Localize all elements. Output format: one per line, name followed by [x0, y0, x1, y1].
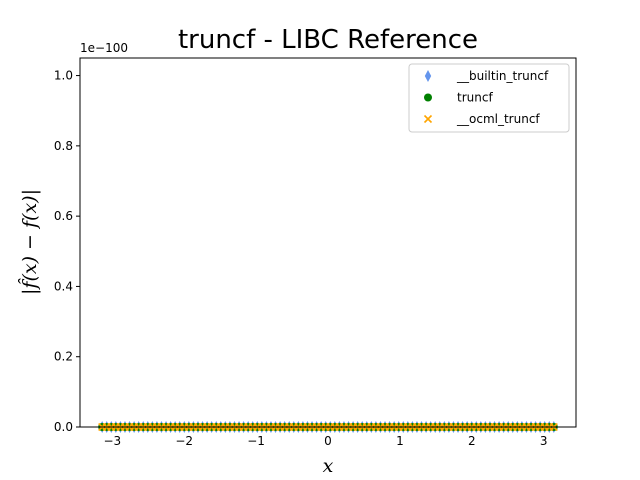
y-axis-label: |f̂(x) − f(x)| — [18, 189, 41, 295]
legend-marker — [423, 114, 433, 124]
y-axis-offset-text: 1e−100 — [80, 41, 128, 55]
axes-frame — [79, 57, 577, 428]
legend-label: __ocml_truncf — [456, 112, 540, 126]
legend-marker-stroke — [423, 114, 433, 124]
legend-marker — [424, 93, 432, 102]
chart-title: truncf - LIBC Reference — [178, 25, 478, 55]
x-axis-label: x — [323, 455, 334, 477]
y-tick-label: 0.8 — [54, 139, 73, 153]
y-tick-label: 0.0 — [54, 420, 73, 434]
y-tick-label: 1.0 — [54, 69, 73, 83]
x-tick-label: −1 — [247, 434, 265, 448]
y-tick-label: 0.2 — [54, 350, 73, 364]
x-tick-label: 3 — [540, 434, 548, 448]
y-tick-label: 0.4 — [54, 279, 73, 293]
x-tick-label: −2 — [175, 434, 193, 448]
x-tick-label: 1 — [396, 434, 404, 448]
x-tick-label: 0 — [324, 434, 332, 448]
legend-label: __builtin_truncf — [456, 69, 549, 83]
x-tick-label: 2 — [468, 434, 476, 448]
x-tick-label: −3 — [103, 434, 121, 448]
legend-label: truncf — [457, 91, 493, 105]
y-axis-ticks: 0.0 0.2 0.4 0.6 0.8 1.0 — [54, 69, 80, 434]
legend-marker — [424, 70, 432, 82]
legend-box — [408, 63, 570, 133]
y-tick-label: 0.6 — [54, 209, 73, 223]
